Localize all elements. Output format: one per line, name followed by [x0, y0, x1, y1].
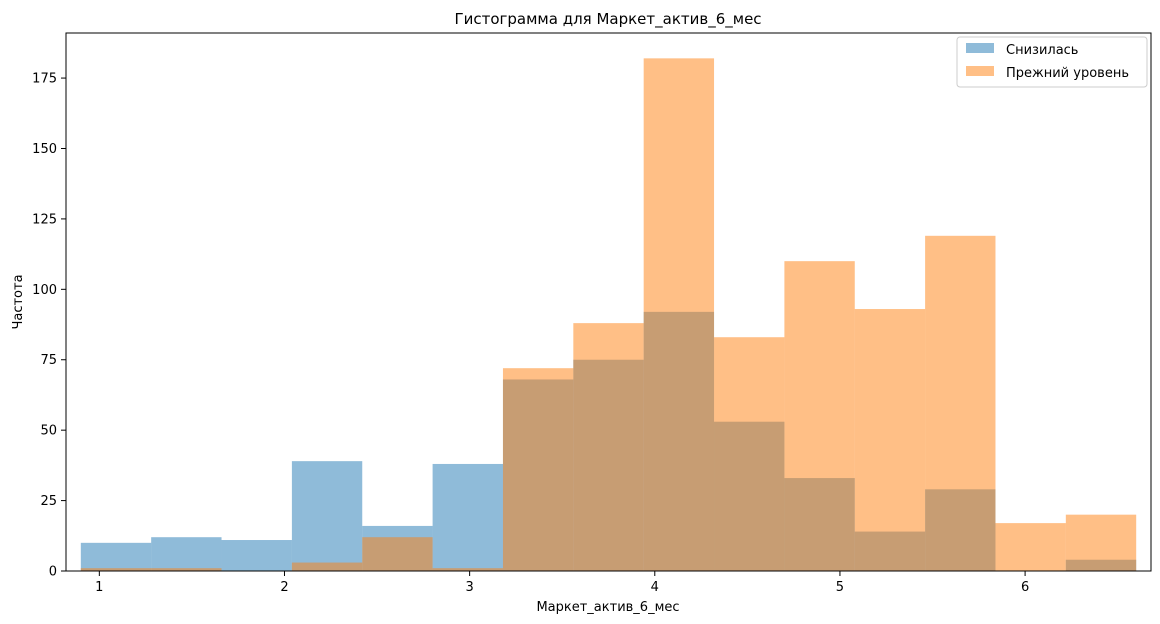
x-tick-label: 1	[95, 580, 103, 595]
bar-series0-bin5	[432, 463, 503, 571]
y-tick-label: 125	[32, 212, 57, 227]
x-tick-label: 3	[465, 580, 473, 595]
bar-series1-bin14	[1065, 514, 1137, 571]
bar-series0-bin0	[80, 542, 152, 571]
y-tick-label: 50	[40, 424, 57, 439]
y-tick-label: 150	[32, 142, 57, 157]
bar-series1-bin1	[151, 568, 222, 571]
x-axis-title: Маркет_актив_6_мес	[536, 600, 679, 615]
bar-series1-bin8	[643, 58, 715, 572]
y-tick-label: 0	[49, 565, 57, 580]
x-axis: 1 2 3 4 5 6	[95, 571, 1029, 595]
legend-label-prezhniy-uroven: Прежний уровень	[1006, 66, 1129, 81]
bar-series1-bin9	[714, 337, 785, 571]
bar-series1-bin3	[291, 562, 363, 571]
bar-series1-bin4	[362, 537, 433, 571]
bar-series1-bin13	[995, 523, 1066, 571]
x-tick-label: 2	[280, 580, 288, 595]
bar-series1-bin6	[502, 368, 574, 571]
bar-series1-bin7	[573, 323, 644, 571]
x-tick-label: 4	[651, 580, 659, 595]
bar-series1-bin10	[784, 261, 855, 571]
bar-series1-bin5	[432, 568, 503, 571]
y-tick-label: 100	[32, 283, 57, 298]
y-tick-label: 75	[40, 353, 57, 368]
bar-series1-bin11	[854, 309, 926, 571]
plot-frame	[65, 32, 1152, 572]
y-tick-label: 25	[40, 494, 57, 509]
legend-swatch-snizilas	[966, 43, 994, 53]
y-axis-title: Частота	[11, 274, 26, 329]
bar-series1-bin12	[925, 235, 996, 571]
y-tick-label: 175	[32, 72, 57, 87]
legend: Снизилась Прежний уровень	[956, 36, 1148, 88]
bar-series0-bin3	[291, 461, 363, 571]
bar-series0-bin2	[221, 540, 292, 571]
x-tick-label: 6	[1021, 580, 1029, 595]
x-tick-label: 5	[836, 580, 844, 595]
bars-layer	[80, 58, 1137, 572]
bar-series1-bin0	[80, 568, 152, 571]
y-axis: 0 25 50 75 100 125 150 175	[32, 72, 66, 580]
legend-frame	[956, 36, 1148, 88]
legend-swatch-prezhniy-uroven	[966, 66, 994, 76]
chart-title: Гистограмма для Маркет_актив_6_мес	[454, 10, 761, 29]
legend-label-snizilas: Снизилась	[1006, 43, 1078, 58]
bar-series0-bin1	[151, 537, 222, 571]
